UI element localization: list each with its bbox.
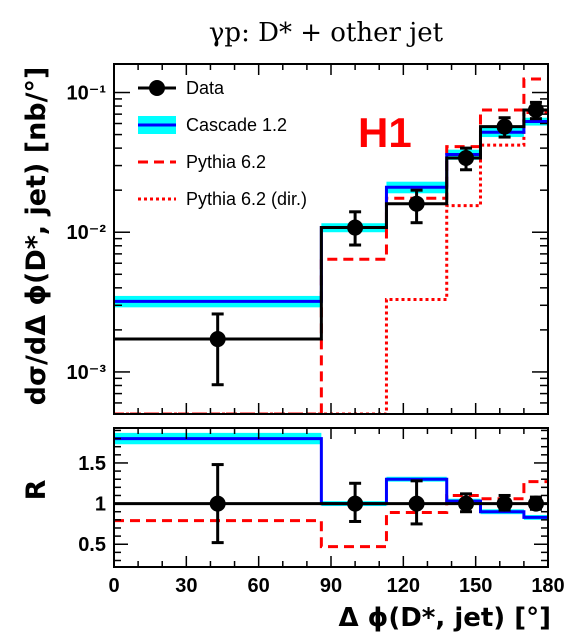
x-axis-label: Δ ϕ(D*, jet) [°] xyxy=(338,603,551,633)
h1-logo-text: H1 xyxy=(358,109,412,156)
x-tick-label-0: 0 xyxy=(108,575,119,597)
top-data-point-1 xyxy=(347,219,364,236)
legend: Data Cascade 1.2 Pythia 6.2 Pythia 6.2 (dir… xyxy=(138,78,307,209)
ratio-y-tick-label: 1.5 xyxy=(78,453,106,475)
legend-data-marker xyxy=(149,80,165,96)
top-y-tick-label: 10⁻² xyxy=(67,222,107,244)
x-tick-label-120: 120 xyxy=(387,575,420,597)
chart-title: γp: D* + other jet xyxy=(209,18,444,48)
top-y-tick-label: 10⁻³ xyxy=(67,362,107,384)
top-data-point-2 xyxy=(408,195,425,212)
x-tick-label-90: 90 xyxy=(320,575,342,597)
top-data-point-0 xyxy=(209,331,226,348)
top-data-point-3 xyxy=(458,149,475,166)
top-y-axis-label: dσ/dΔ ϕ(D*, jet) [nb/°] xyxy=(21,67,52,406)
ratio-data-point-1 xyxy=(347,495,364,512)
ratio-data-point-3 xyxy=(458,495,475,512)
ratio-panel: 0.5 1 1.5 0 30 60 90 120 150 180 xyxy=(78,427,565,597)
ratio-data-point-4 xyxy=(496,495,513,512)
top-plot-frame xyxy=(113,63,549,415)
top-panel: 10⁻³ 10⁻² 10⁻¹ xyxy=(67,63,549,415)
x-tick-label-60: 60 xyxy=(248,575,270,597)
top-y-tick-label: 10⁻¹ xyxy=(67,83,107,105)
x-tick-label-180: 180 xyxy=(531,575,564,597)
ratio-y-tick-label: 0.5 xyxy=(78,534,106,556)
x-tick-label-150: 150 xyxy=(459,575,492,597)
ratio-data-point-0 xyxy=(209,495,226,512)
legend-label-0: Data xyxy=(186,78,225,98)
top-series-data xyxy=(114,108,548,341)
top-data-point-5 xyxy=(527,101,544,118)
legend-label-3: Pythia 6.2 (dir.) xyxy=(186,189,307,209)
legend-label-2: Pythia 6.2 xyxy=(186,152,266,172)
x-tick-label-30: 30 xyxy=(175,575,197,597)
top-series-pythia-6-2-dir xyxy=(114,110,548,414)
legend-label-1: Cascade 1.2 xyxy=(186,115,287,135)
ratio-data-point-2 xyxy=(408,495,425,512)
top-data-point-4 xyxy=(496,118,513,135)
ratio-y-axis-label: R xyxy=(21,479,52,500)
ratio-series-cascade-1-2 xyxy=(114,437,548,519)
ratio-y-tick-label: 1 xyxy=(95,494,106,516)
top-series-cascade-1-2 xyxy=(114,120,548,303)
